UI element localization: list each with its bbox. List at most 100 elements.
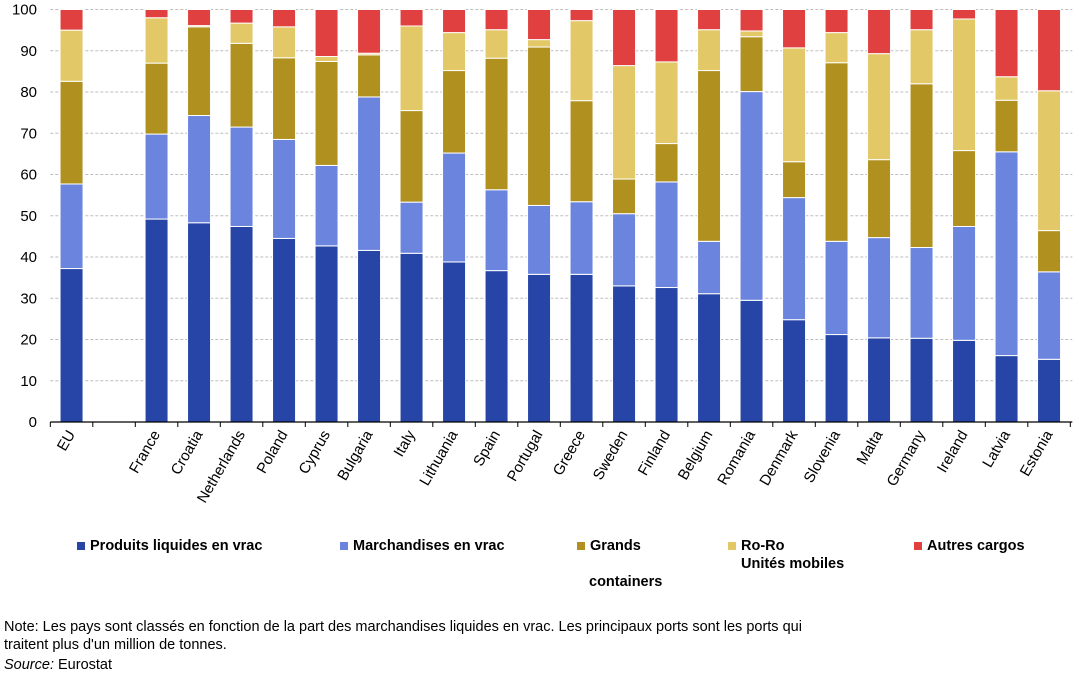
bar-segment-italy-s2 xyxy=(399,110,424,203)
x-tick-label: Malta xyxy=(853,427,886,468)
bar-segment-eu-s0 xyxy=(59,268,84,423)
bar-segment-slovenia-s1 xyxy=(824,240,849,336)
bar-segment-sweden-s3 xyxy=(612,65,637,180)
x-tick-label: Latvia xyxy=(979,427,1014,471)
bar-segment-croatia-s2 xyxy=(187,26,212,117)
y-tick-label: 10 xyxy=(20,373,37,390)
bar-segment-romania-s0 xyxy=(739,299,764,423)
bar-stack-sweden xyxy=(612,9,637,423)
bar-segment-portugal-s0 xyxy=(527,273,552,423)
bar-segment-eu-s1 xyxy=(59,183,84,270)
bar-stack-ireland xyxy=(952,9,977,423)
bar-segment-estonia-s1 xyxy=(1037,271,1062,360)
bar-segment-greece-s3 xyxy=(569,20,594,102)
bar-segment-finland-s4 xyxy=(654,9,679,63)
bar-segment-eu-s4 xyxy=(59,9,84,31)
x-tick-label: Greece xyxy=(550,428,589,479)
bar-segment-estonia-s0 xyxy=(1037,358,1062,423)
legend-label-large-containers-continued: containers xyxy=(589,574,663,590)
bar-stack-belgium xyxy=(697,9,722,423)
bar-stack-denmark xyxy=(782,9,807,423)
x-tick-label: Romania xyxy=(714,427,759,488)
x-tick-label: Slovenia xyxy=(801,427,845,486)
bar-segment-latvia-s4 xyxy=(994,9,1019,78)
bar-segment-netherlands-s3 xyxy=(229,22,254,44)
bar-segment-malta-s4 xyxy=(867,9,892,55)
legend-swatch-other-cargo xyxy=(914,542,922,550)
bars xyxy=(59,9,1062,423)
bar-segment-malta-s1 xyxy=(867,237,892,339)
bar-segment-estonia-s3 xyxy=(1037,90,1062,232)
bar-segment-germany-s0 xyxy=(909,337,934,423)
bar-segment-ireland-s4 xyxy=(952,9,977,20)
source-value: Eurostat xyxy=(53,657,113,673)
bar-segment-spain-s1 xyxy=(484,189,509,272)
bar-stack-germany xyxy=(909,9,934,423)
bar-stack-spain xyxy=(484,9,509,423)
legend-label-liquid-bulk: Produits liquides en vrac xyxy=(90,538,263,554)
bar-segment-croatia-s0 xyxy=(187,222,212,423)
bar-segment-romania-s1 xyxy=(739,91,764,301)
bar-segment-belgium-s0 xyxy=(697,293,722,423)
legend-label-other-cargo: Autres cargos xyxy=(927,538,1025,554)
bar-segment-netherlands-s0 xyxy=(229,225,254,423)
legend-item-large-containers: Grands xyxy=(577,537,641,555)
bar-segment-portugal-s1 xyxy=(527,204,552,275)
bar-stack-estonia xyxy=(1037,9,1062,423)
bar-segment-belgium-s4 xyxy=(697,9,722,31)
y-tick-label: 60 xyxy=(20,167,37,184)
bar-segment-netherlands-s2 xyxy=(229,42,254,128)
bar-segment-bulgaria-s1 xyxy=(357,96,382,251)
bar-segment-slovenia-s3 xyxy=(824,32,849,64)
legend-swatch-dry-bulk xyxy=(340,542,348,550)
bar-segment-ireland-s2 xyxy=(952,150,977,227)
bar-segment-ireland-s1 xyxy=(952,225,977,341)
x-tick-label: Denmark xyxy=(756,427,801,489)
legend-item-roro: Ro-Ro Unités mobiles xyxy=(728,537,844,573)
bar-stack-poland xyxy=(272,9,297,423)
footnote: Note: Les pays sont classés en fonction … xyxy=(4,619,802,653)
bar-segment-spain-s4 xyxy=(484,9,509,31)
bar-segment-finland-s0 xyxy=(654,287,679,423)
bar-segment-bulgaria-s0 xyxy=(357,249,382,423)
bar-segment-poland-s3 xyxy=(272,26,297,59)
bar-stack-italy xyxy=(399,9,424,423)
bar-segment-romania-s4 xyxy=(739,9,764,32)
y-tick-label: 50 xyxy=(20,208,37,225)
bar-segment-france-s4 xyxy=(144,9,169,19)
bar-segment-slovenia-s0 xyxy=(824,334,849,423)
bar-stack-romania xyxy=(739,9,764,423)
bar-segment-cyprus-s2 xyxy=(314,60,339,166)
bar-stack-eu xyxy=(59,9,84,423)
x-tick-label: Cyprus xyxy=(296,428,334,478)
bar-segment-lithuania-s4 xyxy=(442,9,467,34)
bar-segment-netherlands-s1 xyxy=(229,126,254,227)
bar-segment-eu-s3 xyxy=(59,29,84,82)
bar-stack-malta xyxy=(867,9,892,423)
x-tick-label: Portugal xyxy=(504,428,547,485)
x-tick-label: Italy xyxy=(391,427,420,460)
bar-segment-germany-s3 xyxy=(909,29,934,85)
x-tick-label: Sweden xyxy=(590,428,632,483)
bar-segment-portugal-s2 xyxy=(527,46,552,206)
x-tick-label: Poland xyxy=(253,428,291,477)
legend-item-liquid-bulk: Produits liquides en vrac xyxy=(77,537,262,555)
bar-stack-france xyxy=(144,9,169,423)
bar-segment-slovenia-s4 xyxy=(824,9,849,34)
bar-stack-bulgaria xyxy=(357,9,382,423)
bar-segment-cyprus-s4 xyxy=(314,9,339,58)
x-tick-label: Croatia xyxy=(168,427,207,478)
bar-segment-lithuania-s3 xyxy=(442,32,467,72)
bar-segment-finland-s1 xyxy=(654,181,679,289)
bar-segment-germany-s1 xyxy=(909,247,934,339)
bar-segment-bulgaria-s4 xyxy=(357,9,382,54)
x-tick-label: Belgium xyxy=(675,428,717,483)
source-label: Source: xyxy=(4,657,54,673)
bar-stack-lithuania xyxy=(442,9,467,423)
y-tick-label: 20 xyxy=(20,332,37,349)
bar-segment-belgium-s3 xyxy=(697,29,722,72)
bar-segment-belgium-s1 xyxy=(697,240,722,295)
bar-segment-spain-s0 xyxy=(484,270,509,423)
y-tick-label: 80 xyxy=(20,84,37,101)
